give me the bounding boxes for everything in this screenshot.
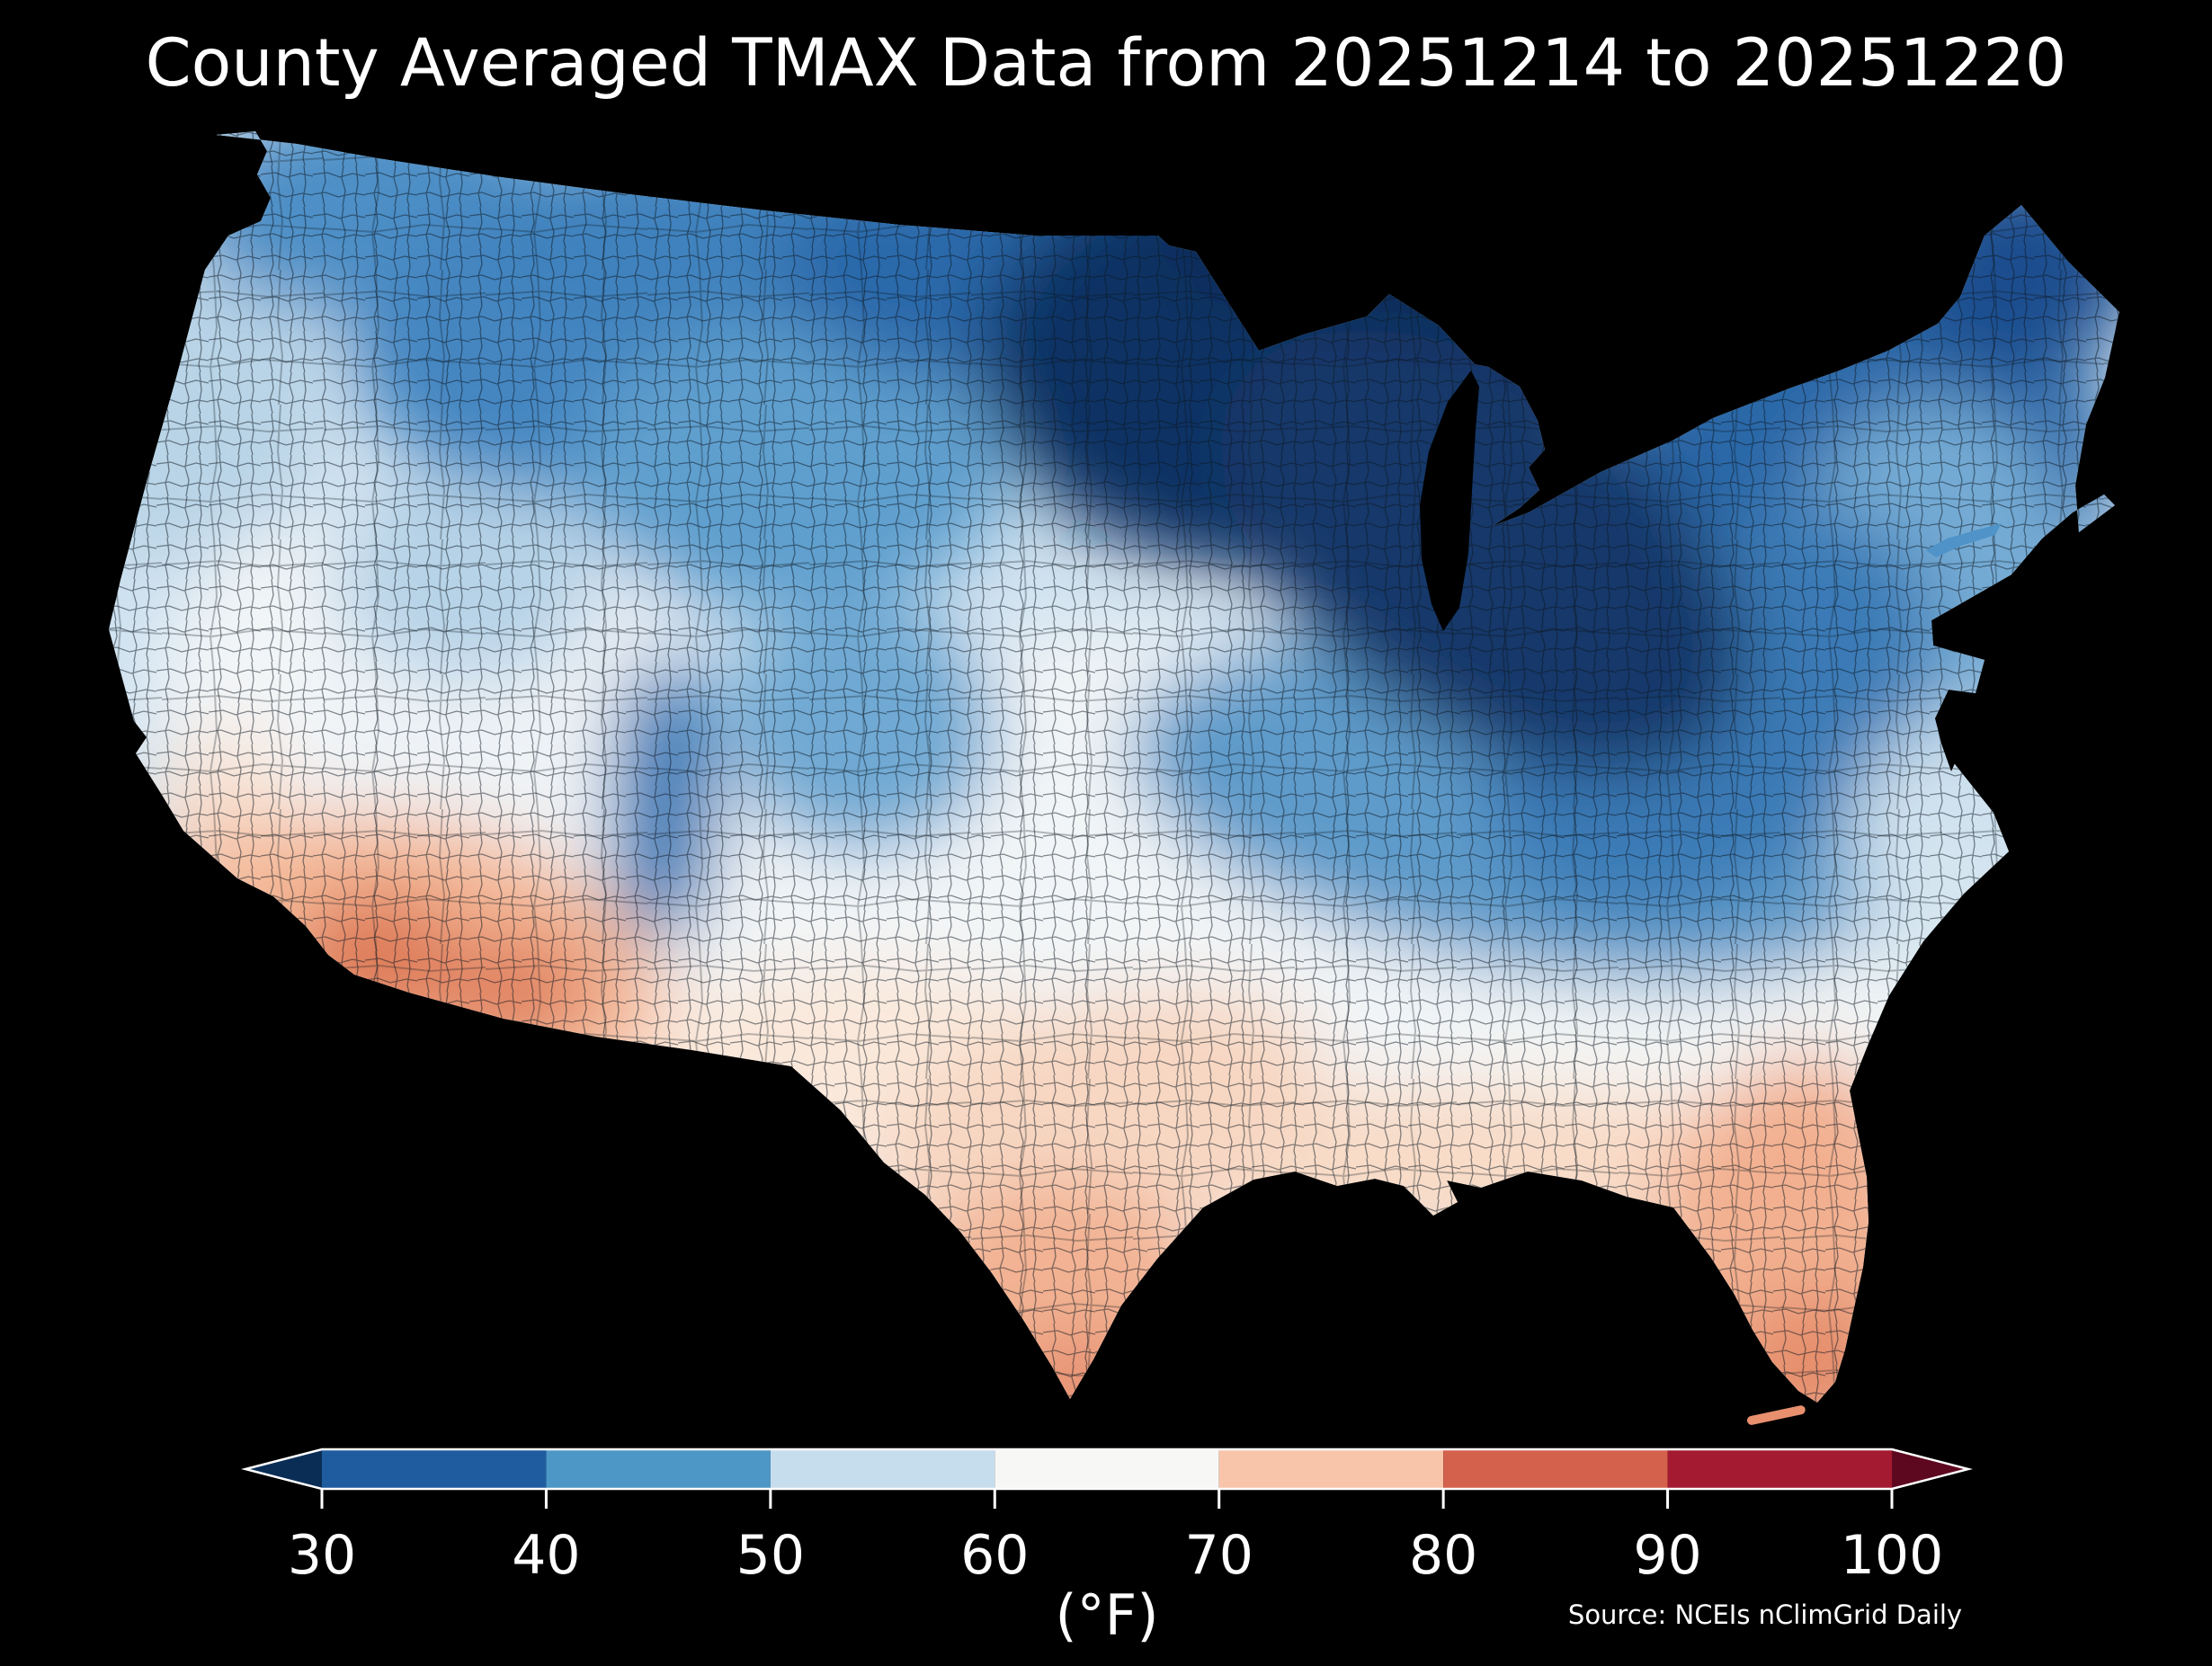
colorbar-segment bbox=[1667, 1449, 1892, 1489]
colorbar-tick-label: 80 bbox=[1409, 1524, 1477, 1587]
figure-title: County Averaged TMAX Data from 20251214 … bbox=[146, 25, 2067, 102]
source-note: Source: NCEIs nClimGrid Daily bbox=[1568, 1599, 1962, 1630]
colorbar-tick-label: 60 bbox=[960, 1524, 1029, 1587]
long-island bbox=[1926, 523, 2002, 557]
colorbar-ticks bbox=[320, 1489, 1894, 1509]
colorbar-tick-label: 30 bbox=[288, 1524, 356, 1587]
chesapeake-bay bbox=[1935, 701, 1958, 771]
usa-county-tmax-map bbox=[109, 131, 2119, 1425]
state-borders-texture bbox=[109, 131, 2119, 1403]
colorbar-tick-label: 70 bbox=[1185, 1524, 1253, 1587]
colorbar-segment bbox=[546, 1449, 771, 1489]
colorbar-segment bbox=[770, 1449, 995, 1489]
colorbar-segment bbox=[322, 1449, 547, 1489]
colorbar-unit-label: (°F) bbox=[1055, 1582, 1158, 1648]
colorbar-tick-label: 100 bbox=[1841, 1524, 1944, 1587]
colorbar-tick-label: 50 bbox=[736, 1524, 805, 1587]
colorbar-segment bbox=[1443, 1449, 1668, 1489]
florida-keys bbox=[1746, 1405, 1806, 1425]
colorbar-segment bbox=[1218, 1449, 1444, 1489]
lake-michigan bbox=[1420, 370, 1479, 631]
colorbar: 30 40 50 60 70 80 90 100 (°F) bbox=[241, 1448, 1973, 1648]
colorbar-tick-label: 90 bbox=[1633, 1524, 1701, 1587]
colorbar-segment bbox=[995, 1449, 1219, 1489]
colorbar-tick-label: 40 bbox=[512, 1524, 580, 1587]
colorbar-under-arrow bbox=[245, 1449, 322, 1489]
colorbar-over-arrow bbox=[1892, 1449, 1968, 1489]
